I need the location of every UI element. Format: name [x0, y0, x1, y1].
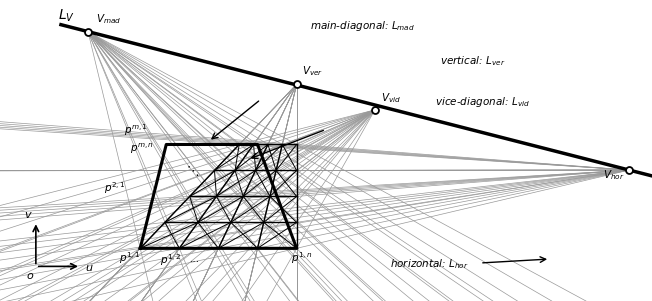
Text: vice-diagonal: $L_{vid}$: vice-diagonal: $L_{vid}$: [435, 95, 530, 109]
Text: main-diagonal: $L_{mad}$: main-diagonal: $L_{mad}$: [310, 19, 415, 33]
Text: $V_{mad}$: $V_{mad}$: [96, 12, 121, 26]
Text: vertical: $L_{ver}$: vertical: $L_{ver}$: [440, 54, 505, 68]
Text: $p^{2,1}$: $p^{2,1}$: [104, 181, 126, 196]
Text: $L_V$: $L_V$: [57, 7, 74, 23]
Text: $V_{ver}$: $V_{ver}$: [302, 64, 323, 78]
Text: $V_{hor}$: $V_{hor}$: [602, 168, 624, 182]
Text: $\ddots$: $\ddots$: [186, 163, 199, 178]
Text: $u$: $u$: [85, 263, 93, 273]
Text: $p^{1,1}$: $p^{1,1}$: [119, 250, 141, 266]
Text: $V_{vid}$: $V_{vid}$: [381, 91, 401, 105]
Text: $p^{1,n}$: $p^{1,n}$: [291, 250, 312, 266]
Text: $o$: $o$: [25, 272, 34, 281]
Text: $v$: $v$: [23, 210, 32, 220]
Text: $p^{m,n}$: $p^{m,n}$: [130, 142, 155, 157]
Text: ...: ...: [190, 254, 200, 264]
Text: $p^{m,1}$: $p^{m,1}$: [125, 123, 148, 138]
Text: horizontal: $L_{hor}$: horizontal: $L_{hor}$: [390, 257, 469, 271]
Text: $p^{1,2}$: $p^{1,2}$: [160, 253, 181, 268]
